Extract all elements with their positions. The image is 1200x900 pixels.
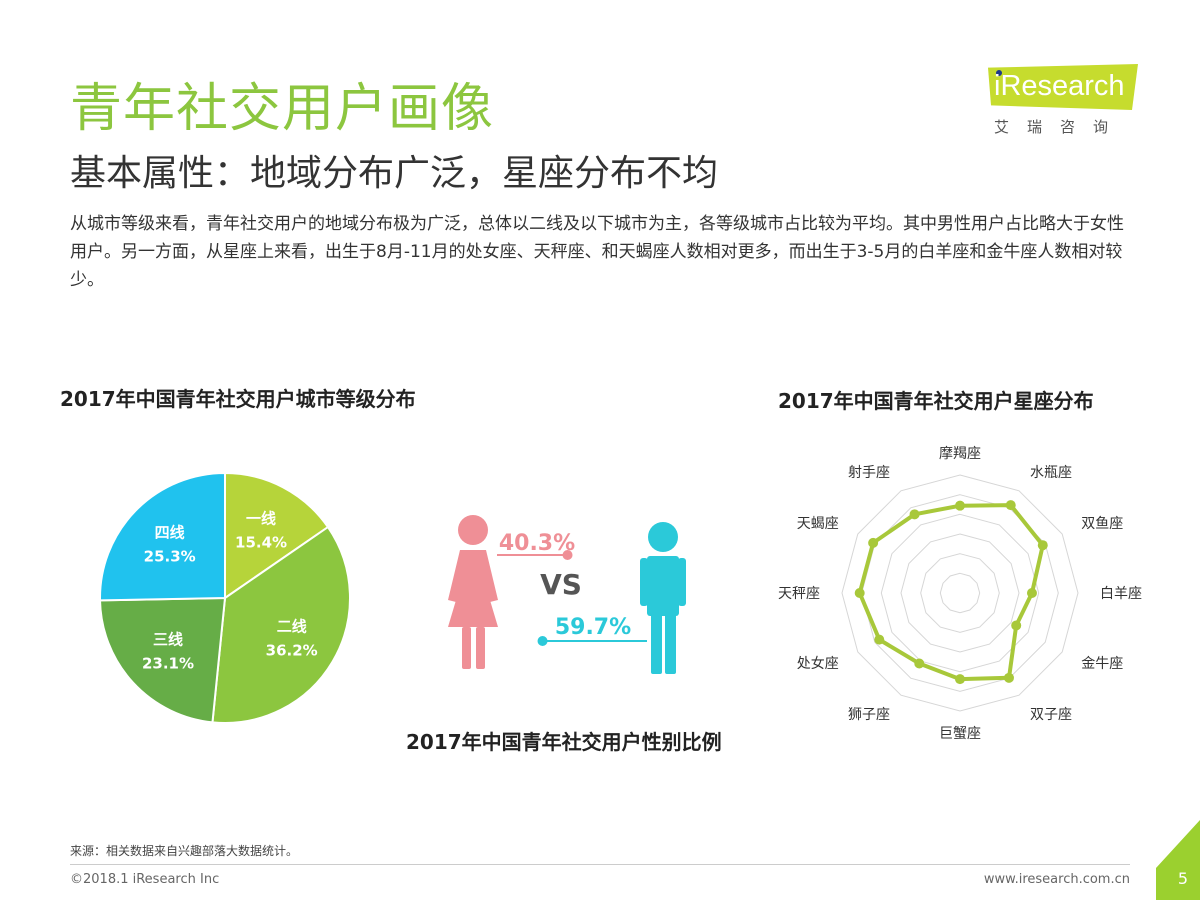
gender-chart-title: 2017年中国青年社交用户性别比例: [406, 730, 722, 754]
radar-grid-ring: [920, 553, 1000, 633]
copyright-text: ©2018.1 iResearch Inc: [70, 872, 220, 887]
description-text: 从城市等级来看，青年社交用户的地域分布极为广泛，总体以二线及以下城市为主，各等级…: [70, 214, 1124, 290]
pie-value-label: 25.3%: [144, 548, 196, 566]
radar-data-point: [1026, 588, 1037, 598]
radar-axis-label: 狮子座: [848, 707, 890, 723]
logo-dot-icon: [996, 70, 1002, 76]
pie-category-label: 二线: [277, 617, 307, 635]
pie-slice-1: [211, 525, 351, 724]
website-link[interactable]: www.iresearch.com.cn: [983, 872, 1130, 887]
radar-data-point: [909, 509, 920, 520]
logo-cn: 艾瑞咨询: [994, 118, 1127, 136]
radar-data-point: [955, 674, 965, 685]
radar-data-point: [1005, 500, 1016, 511]
logo-badge: [988, 64, 1138, 110]
footer-divider: [70, 864, 1130, 865]
radar-grid-ring: [900, 533, 1020, 653]
male-percent-label: 59.7%: [555, 615, 631, 640]
pie-category-label: 四线: [155, 524, 185, 542]
source-note: 来源：相关数据来自兴趣部落大数据统计。: [70, 844, 299, 858]
radar-axis-label: 天蝎座: [797, 516, 839, 532]
pie-category-label: 一线: [246, 509, 276, 527]
radar-axis-label: 摩羯座: [939, 445, 981, 462]
female-connector-dot: [562, 550, 573, 560]
radar-data-point: [1003, 672, 1014, 683]
pie-chart: 一线 15.4% 二线 36.2% 三线 23.1% 四线 25.3%: [99, 471, 351, 724]
pie-category-label: 三线: [153, 631, 183, 649]
pie-value-label: 23.1%: [142, 655, 194, 673]
male-figure-icon: [640, 522, 686, 674]
radar-axis-label: 巨蟹座: [939, 726, 981, 742]
radar-grid-ring: [841, 474, 1079, 712]
female-figure-icon: [448, 515, 498, 669]
radar-axis-label: 处女座: [797, 655, 839, 672]
radar-data-point: [914, 658, 925, 669]
radar-data-point: [868, 537, 879, 548]
pie-value-label: 15.4%: [235, 533, 287, 551]
radar-axis-label: 天秤座: [778, 586, 820, 602]
iresearch-logo[interactable]: iResearch 艾瑞咨询: [988, 64, 1142, 136]
radar-series-line: [857, 503, 1045, 682]
male-connector-dot: [537, 636, 548, 646]
radar-grid-ring: [939, 572, 981, 614]
radar-chart-title: 2017年中国青年社交用户星座分布: [778, 389, 1094, 413]
radar-axis-label: 水瓶座: [1030, 465, 1072, 481]
page-subtitle: 基本属性：地域分布广泛，星座分布不均: [70, 153, 719, 194]
pie-slice-2: [99, 596, 227, 724]
radar-data-point: [854, 588, 865, 598]
pie-value-label: 36.2%: [266, 641, 318, 659]
radar-axis-label: 双鱼座: [1081, 515, 1123, 532]
female-percent-label: 40.3%: [499, 531, 575, 556]
pie-slice-3: [99, 471, 226, 602]
radar-data-point: [955, 500, 965, 511]
radar-grid-ring: [880, 513, 1040, 673]
radar-data-point: [1011, 620, 1022, 631]
vs-label: VS: [540, 568, 582, 601]
radar-axis-label: 金牛座: [1081, 656, 1123, 672]
pie-slice-0: [224, 471, 330, 600]
radar-axis-label: 双子座: [1030, 707, 1072, 723]
logo-brand: iResearch: [994, 70, 1125, 102]
pie-chart-title: 2017年中国青年社交用户城市等级分布: [60, 387, 416, 411]
page-title: 青年社交用户画像: [70, 79, 495, 139]
radar-axis-label: 白羊座: [1100, 586, 1142, 602]
radar-data-point: [1037, 540, 1048, 551]
radar-data-point: [874, 634, 885, 645]
page-number: 5: [1177, 869, 1188, 888]
radar-axis-label: 射手座: [848, 465, 890, 481]
gender-chart: 40.3% 59.7% VS: [448, 515, 686, 674]
